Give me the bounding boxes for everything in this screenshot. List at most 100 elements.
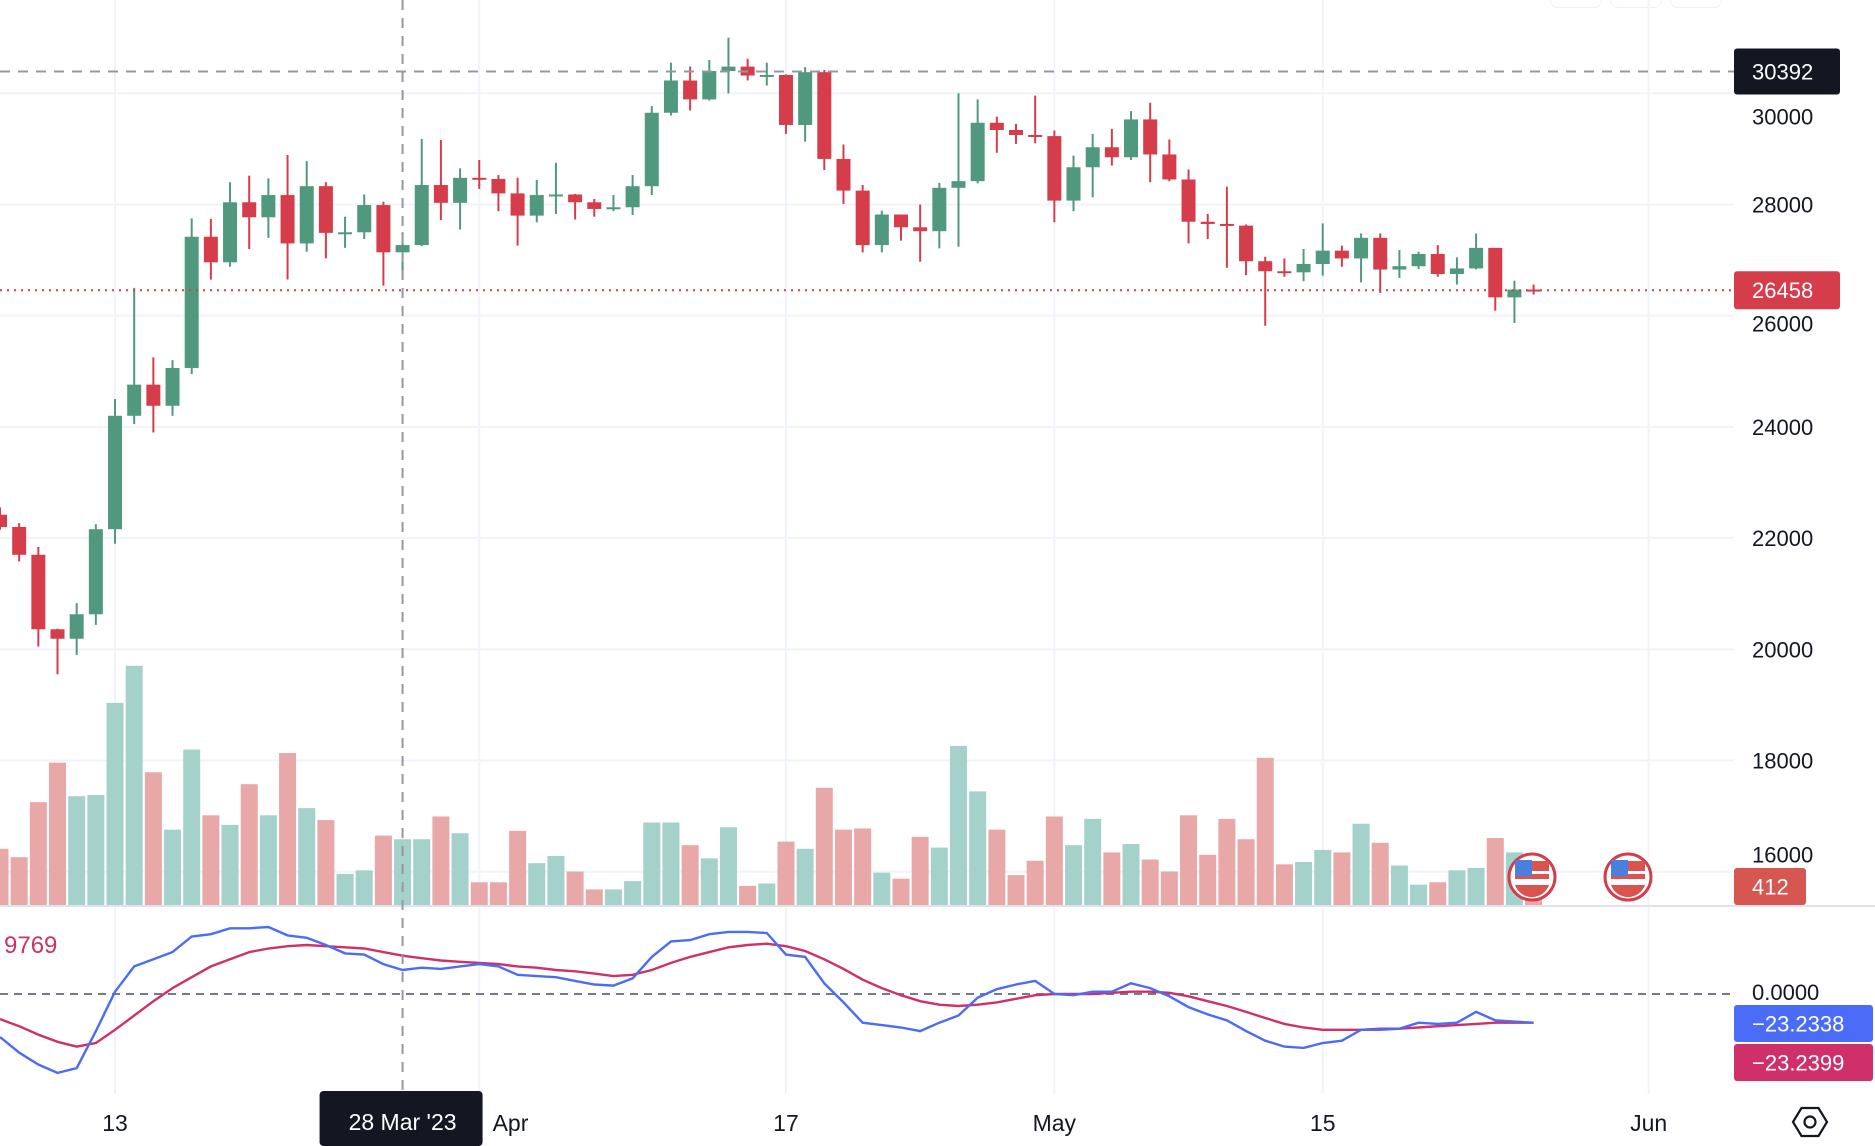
candle-body [893, 214, 908, 228]
candle-body [606, 207, 621, 210]
volume-bar [1141, 859, 1159, 905]
volume-bar [566, 871, 584, 905]
candle-body [31, 554, 46, 630]
flag-canton [1611, 860, 1628, 876]
candle-body [874, 214, 889, 246]
volume-bar [547, 855, 565, 905]
time-tick-label: Jun [1630, 1110, 1667, 1136]
candle-body [261, 195, 276, 218]
price-axis[interactable]: 30000 28000 26000 24000 22000 20000 18000 16000… [102, 104, 1819, 1136]
candle-body [1124, 119, 1139, 158]
volume-bar [1371, 842, 1389, 905]
volume-bar [1352, 823, 1370, 905]
volume-bar [834, 829, 852, 905]
candle-body [433, 185, 448, 203]
candle-body [1066, 167, 1081, 201]
volume-bar [183, 749, 201, 905]
volume-bar [1199, 854, 1217, 905]
candle-body [280, 195, 295, 244]
candle-body [625, 186, 640, 208]
volume-bar [432, 816, 450, 905]
candle-body [1200, 221, 1215, 224]
candle-body [989, 122, 1004, 130]
volume-badge-bg [1734, 868, 1806, 905]
candle-body [165, 367, 180, 406]
volume-bar [969, 791, 987, 905]
flag-stripe [1515, 885, 1549, 898]
candle-body [1219, 223, 1234, 226]
candle-body [913, 227, 928, 232]
candle-body [778, 74, 793, 125]
time-tick-label: 15 [1310, 1110, 1336, 1136]
volume-bar [1160, 871, 1178, 905]
us-flag-icon[interactable] [1507, 852, 1557, 902]
candle-body [644, 112, 659, 187]
volume-bar [29, 802, 47, 905]
volume-bar [585, 889, 603, 905]
volume-bar [317, 820, 335, 905]
candle-body [127, 384, 142, 416]
macd-legend-value: 9769 [4, 932, 57, 959]
candle-body [1296, 263, 1311, 273]
crosshair-date-badge: 28 Mar '23 [349, 1109, 457, 1135]
candle-body [357, 205, 372, 233]
last-price-badge: 26458 [1752, 278, 1813, 303]
candle-body [510, 193, 525, 216]
volume-bar [777, 841, 795, 905]
candle-body [702, 71, 717, 100]
us-flag-icon[interactable] [1603, 852, 1653, 902]
candle-body [1449, 268, 1464, 274]
candle-body [1430, 253, 1445, 274]
candle-body [338, 232, 353, 235]
volume-bar [950, 745, 967, 905]
settings-icon[interactable] [1791, 1106, 1829, 1138]
volume-badge: 412 [1752, 875, 1789, 900]
volume-bars [0, 665, 1543, 905]
candle-body [817, 72, 832, 159]
candle-body [951, 181, 966, 188]
volume-bar [892, 878, 910, 905]
volume-bar [1045, 816, 1063, 905]
candle-body [1143, 119, 1158, 155]
volume-bar [221, 824, 239, 905]
candle-body [299, 186, 314, 244]
candle-body [69, 614, 84, 639]
volume-bar [49, 762, 67, 905]
candle-body [1392, 266, 1407, 270]
price-tick-label: 26000 [1752, 312, 1813, 337]
time-tick-label: 13 [102, 1110, 128, 1136]
candle-body [491, 178, 506, 194]
volume-bar [144, 772, 162, 905]
candle-body [223, 202, 238, 263]
volume-bar [106, 702, 124, 905]
volume-bar [758, 883, 776, 905]
candles [0, 37, 1541, 675]
volume-bar [202, 815, 220, 905]
volume-bar [1314, 849, 1332, 905]
candle-body [1315, 250, 1330, 264]
candle-body [1411, 253, 1426, 267]
time-tick-label: May [1033, 1110, 1077, 1136]
candle-body [721, 66, 736, 72]
candle-body [1181, 179, 1196, 222]
volume-bar [355, 870, 373, 905]
flag-stripe [1515, 874, 1549, 879]
volume-bar [911, 836, 929, 905]
volume-bar [854, 828, 872, 905]
macd-tick-label: 0.0000 [1752, 980, 1819, 1005]
signal-line [0, 942, 1534, 1048]
crosshair-price-badge-bg [1734, 48, 1840, 95]
volume-bar [125, 665, 143, 905]
volume-bar [489, 882, 507, 905]
last-price-badge-bg [1734, 271, 1840, 310]
candle-body [1507, 289, 1522, 298]
candle-body [0, 514, 7, 527]
candle-body [932, 187, 947, 232]
signal-value-badge-bg [1734, 1044, 1873, 1081]
volume-bar [1256, 757, 1274, 905]
candle-body [1334, 250, 1349, 259]
candle-body [453, 177, 468, 203]
time-tick-label: 17 [773, 1110, 799, 1136]
event-icons[interactable] [1507, 852, 1653, 902]
